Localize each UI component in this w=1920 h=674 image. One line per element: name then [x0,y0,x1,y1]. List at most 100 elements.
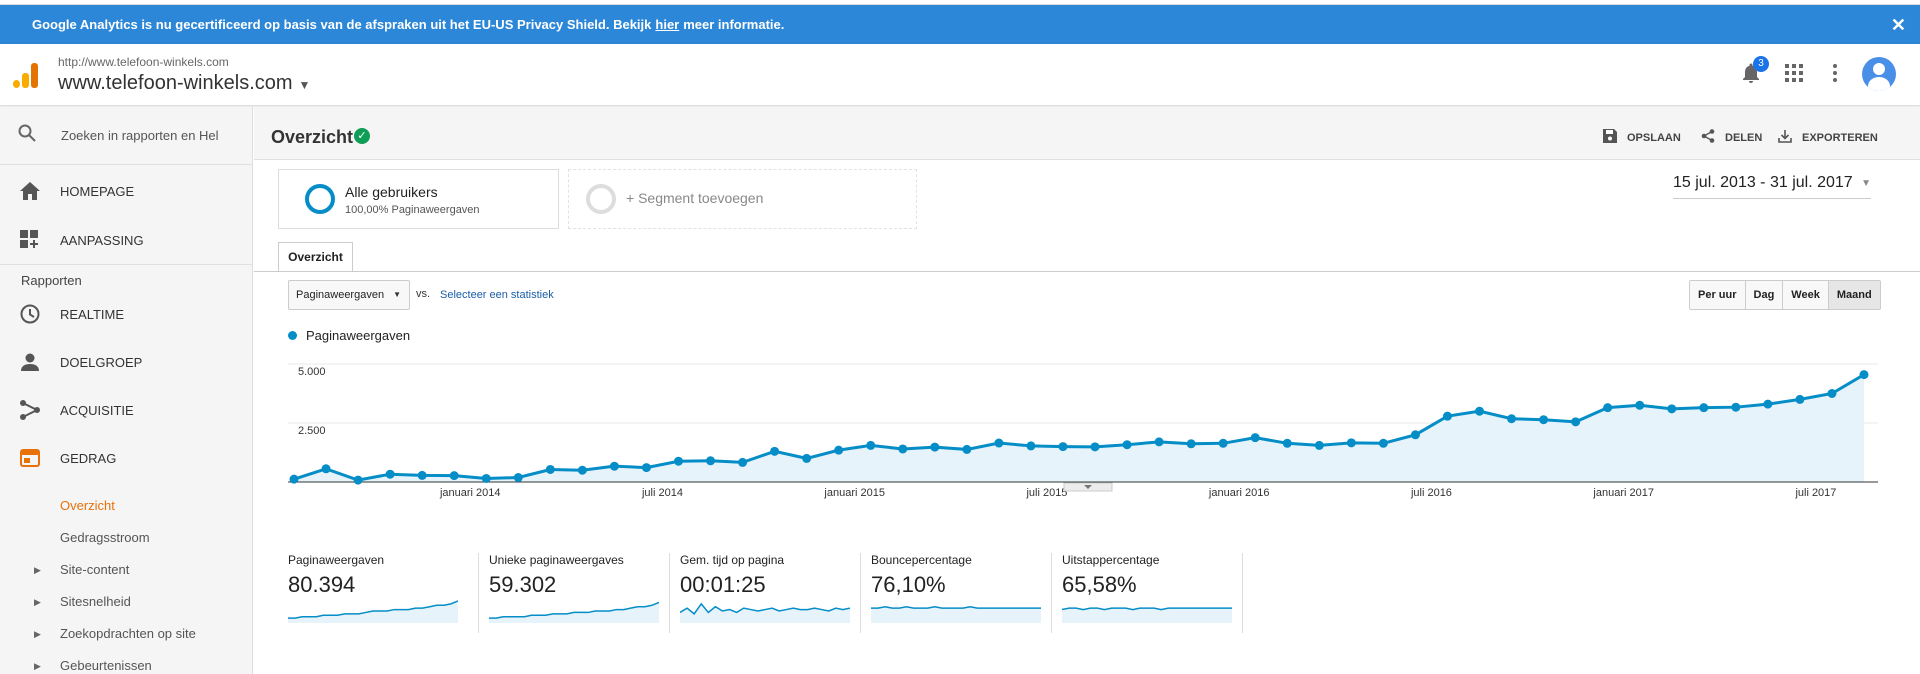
date-range-picker[interactable]: 15 jul. 2013 - 31 jul. 2017 ▼ [1673,174,1871,199]
data-point [1346,438,1356,448]
sidebar-search[interactable]: Zoeken in rapporten en Hel [0,107,253,165]
sparkline-chart [1062,607,1232,623]
data-point [1218,438,1228,448]
sidebar: Zoeken in rapporten en Hel HOMEPAGE AANP… [0,107,253,674]
vs-label: vs. [416,288,431,300]
sparkline-value: 80.394 [288,572,356,597]
sparkline-avg-time[interactable]: Gem. tijd op pagina 00:01:25 [670,553,861,633]
privacy-shield-banner: Google Analytics is nu gecertificeerd op… [0,5,1920,44]
data-point [1795,394,1805,404]
property-selector[interactable]: www.telefoon-winkels.com ▼ [58,72,310,95]
behavior-icon [19,447,41,469]
data-point [834,445,844,455]
add-segment-button[interactable]: + Segment toevoegen [568,169,917,229]
avatar[interactable] [1862,57,1896,91]
sidebar-item-doelgroep[interactable]: DOELGROEP [0,340,253,384]
sparkline-value: 59.302 [489,572,557,597]
sparkline-unique-pageviews[interactable]: Unieke paginaweergaves 59.302 [479,553,670,633]
sidebar-item-homepage[interactable]: HOMEPAGE [0,169,253,213]
reports-heading: Rapporten [21,273,82,288]
sparkline-line [871,605,1041,609]
data-point [866,440,876,450]
data-point [1667,404,1677,414]
sidebar-item-label: DOELGROEP [60,354,143,370]
granularity-day-button[interactable]: Dag [1745,281,1784,309]
data-point [577,465,587,475]
granularity-month-button[interactable]: Maand [1828,281,1880,309]
sparkline-fill [680,603,850,623]
sidebar-item-acquisitie[interactable]: ACQUISITIE [0,388,253,432]
chart-legend: Paginaweergaven [288,328,410,343]
data-point [1539,415,1549,425]
sparkline-pageviews[interactable]: Paginaweergaven 80.394 [288,553,479,633]
pageviews-chart: 5.000 2.500 januari 2014 juli 2014 januari 2… [288,344,1878,507]
data-point [1699,403,1709,413]
data-point [481,473,491,483]
sidebar-subitem-overzicht[interactable]: Overzicht [60,498,115,513]
page-title: Overzicht [271,127,354,147]
tab-divider [254,271,1920,272]
data-point [1507,414,1517,424]
data-point [1282,438,1292,448]
sparkline-exit-rate[interactable]: Uitstappercentage 65,58% [1052,553,1243,633]
data-point [1827,389,1837,398]
sidebar-item-aanpassing[interactable]: AANPASSING [0,218,253,262]
select-metric-link[interactable]: Selecteer een statistiek [440,289,554,301]
sidebar-subitem-gedragsstroom[interactable]: Gedragsstroom [60,530,150,545]
sidebar-item-label: AANPASSING [60,232,144,248]
data-point [353,475,363,485]
close-icon[interactable]: ✕ [1890,15,1906,35]
sidebar-subitem-label: Overzicht [60,498,115,513]
x-tick-label: juli 2017 [1794,487,1836,499]
data-point [1603,403,1613,413]
data-point [321,464,331,474]
granularity-hour-button[interactable]: Per uur [1690,281,1746,309]
sidebar-item-realtime[interactable]: REALTIME [0,292,253,336]
share-button[interactable]: DELEN [1701,129,1762,146]
metric-sparklines: Paginaweergaven 80.394 Unieke paginaweer… [288,553,1243,633]
data-point [1410,430,1420,440]
export-button[interactable]: EXPORTEREN [1778,129,1878,146]
metric-select[interactable]: Paginaweergaven ▼ [288,280,410,310]
data-point [1635,400,1645,410]
sparkline-line [1062,607,1232,611]
analytics-logo[interactable] [13,62,39,88]
sparkline-line [288,600,458,619]
sidebar-subitem-sitesnelheid[interactable]: ▶ Sitesnelheid [34,594,131,609]
data-point [1026,441,1036,451]
home-icon [19,180,41,202]
sparkline-label: Uitstappercentage [1062,553,1160,567]
granularity-switch: Per uur Dag Week Maand [1689,280,1881,310]
data-point [1378,438,1388,448]
sidebar-subitem-gebeurtenissen[interactable]: ▶ Gebeurtenissen [34,658,152,673]
sidebar-subitem-site-content[interactable]: ▶ Site-content [34,562,129,577]
date-range-value: 15 jul. 2013 - 31 jul. 2017 [1673,174,1853,191]
x-tick-label: juli 2016 [1410,487,1452,499]
sidebar-item-label: HOMEPAGE [60,183,135,199]
sparkline-fill [1062,608,1232,623]
tab-overzicht[interactable]: Overzicht [278,242,353,272]
more-vert-icon[interactable] [1822,62,1848,88]
data-point [930,442,940,452]
data-point [1186,439,1196,449]
window-top-strip [0,0,1920,5]
chevron-down-icon: ▼ [393,290,401,299]
sidebar-subitem-label: Zoekopdrachten op site [60,626,196,641]
sidebar-item-gedrag[interactable]: GEDRAG [0,436,253,480]
share-icon [1701,129,1715,146]
segment-share: 100,00% Paginaweergaven [345,204,480,216]
sparkline-chart [680,602,850,623]
granularity-week-button[interactable]: Week [1783,281,1829,309]
sparkline-chart [489,601,659,623]
apps-grid-icon[interactable] [1781,62,1807,88]
sparkline-value: 00:01:25 [680,572,766,597]
sidebar-subitem-label: Gebeurtenissen [60,658,152,673]
verified-check-icon: ✓ [354,128,370,144]
save-button[interactable]: OPSLAAN [1603,129,1681,146]
segment-all-users[interactable]: Alle gebruikers 100,00% Paginaweergaven [278,169,559,229]
sidebar-subitem-zoekopdrachten[interactable]: ▶ Zoekopdrachten op site [34,626,196,641]
search-input[interactable]: Zoeken in rapporten en Hel [61,128,219,143]
sparkline-bounce-rate[interactable]: Bouncepercentage 76,10% [861,553,1052,633]
banner-link[interactable]: hier [655,17,680,32]
sparkline-label: Bouncepercentage [871,553,972,567]
